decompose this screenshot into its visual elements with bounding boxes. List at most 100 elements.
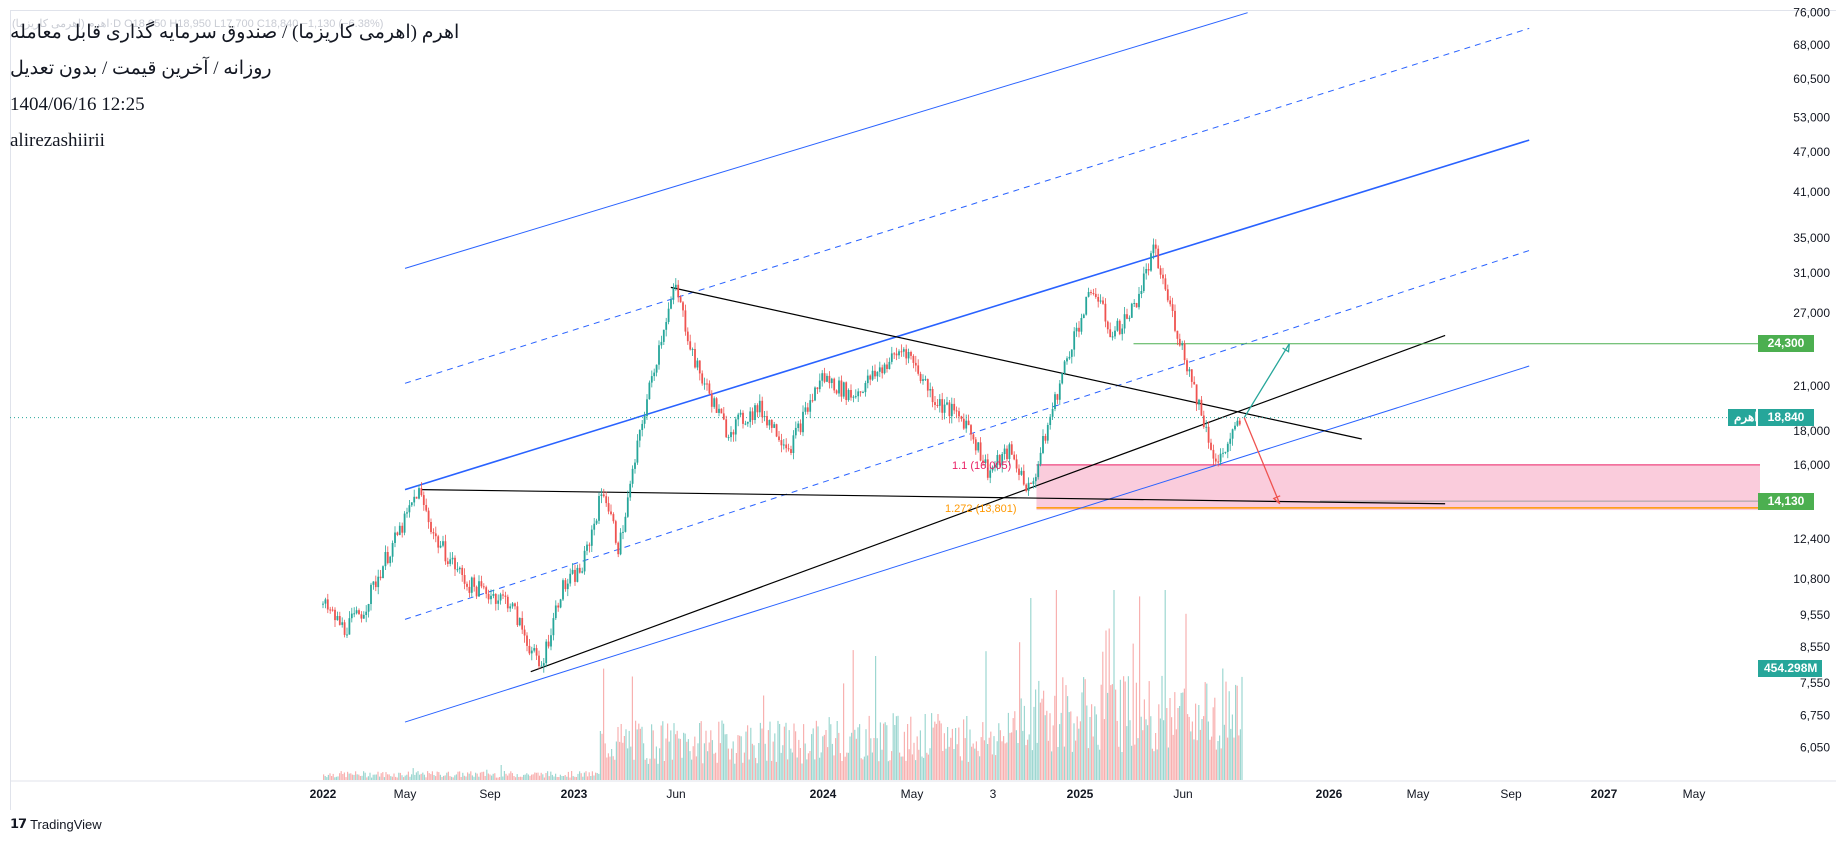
candle-body bbox=[578, 567, 581, 573]
volume-bar bbox=[406, 774, 408, 780]
candle-body bbox=[598, 496, 600, 521]
volume-bar bbox=[508, 773, 510, 780]
y-tick-label: 41,000 bbox=[1793, 185, 1830, 199]
volume-bar bbox=[1175, 729, 1177, 780]
candle-body bbox=[629, 483, 632, 498]
candle-body bbox=[348, 618, 351, 635]
volume-bar bbox=[657, 763, 659, 780]
volume-bar bbox=[780, 752, 782, 780]
candle-body bbox=[852, 396, 855, 398]
volume-bar bbox=[809, 751, 811, 780]
volume-bar bbox=[390, 776, 392, 780]
volume-bar bbox=[595, 772, 597, 780]
volume-bar bbox=[974, 748, 976, 780]
x-tick-label: 2022 bbox=[310, 787, 337, 801]
candle-body bbox=[478, 581, 480, 597]
volume-bar bbox=[1212, 707, 1214, 780]
volume-bar bbox=[1132, 643, 1134, 780]
volume-bar bbox=[331, 776, 333, 780]
volume-bar bbox=[484, 776, 486, 780]
footer-brand[interactable]: 𝟭𝟳 TradingView bbox=[10, 816, 102, 832]
volume-bar bbox=[655, 746, 657, 780]
candle-body bbox=[418, 488, 420, 499]
volume-bar bbox=[1044, 715, 1046, 780]
candle-body bbox=[355, 610, 358, 614]
candle-body bbox=[1116, 320, 1119, 331]
volume-bar bbox=[555, 773, 557, 780]
volume-bar bbox=[814, 759, 816, 780]
drawing-lines[interactable] bbox=[10, 12, 1760, 723]
volume-bar bbox=[971, 746, 973, 780]
candle-body bbox=[439, 545, 442, 548]
candle-body bbox=[989, 470, 992, 478]
volume-bar bbox=[419, 774, 421, 780]
volume-bar bbox=[643, 743, 645, 780]
volume-bar bbox=[870, 738, 872, 780]
candle-body bbox=[929, 389, 932, 391]
candle-body bbox=[1231, 429, 1234, 439]
candle-body bbox=[890, 353, 893, 362]
volume-bar bbox=[860, 758, 862, 780]
volume-bar bbox=[523, 774, 525, 780]
volume-bar bbox=[455, 774, 457, 780]
candle-body bbox=[1032, 481, 1035, 484]
y-tick-label: 6,050 bbox=[1800, 740, 1830, 754]
candle-body bbox=[749, 411, 752, 422]
volume-bar bbox=[628, 730, 630, 780]
x-tick-label: May bbox=[1683, 787, 1706, 801]
volume-bar bbox=[411, 774, 413, 780]
volume-bar bbox=[1011, 732, 1013, 780]
candle-body bbox=[713, 398, 716, 407]
volume-bar bbox=[627, 748, 629, 780]
candle-body bbox=[605, 496, 608, 504]
candle-body bbox=[984, 459, 987, 463]
volume-bar bbox=[865, 729, 867, 780]
volume-bar bbox=[1063, 746, 1065, 780]
volume-bar bbox=[737, 735, 739, 780]
channel-line bbox=[404, 139, 1530, 491]
volume-bar bbox=[499, 777, 501, 780]
x-tick-label: 2025 bbox=[1067, 787, 1094, 801]
y-tick-label: 8,550 bbox=[1800, 640, 1830, 654]
tag-volume: 454.298M bbox=[1758, 659, 1822, 677]
volume-bar bbox=[662, 721, 664, 780]
volume-bar bbox=[895, 716, 897, 780]
volume-bar bbox=[761, 728, 763, 780]
volume-bar bbox=[1015, 730, 1017, 780]
candle-body bbox=[1003, 448, 1006, 454]
y-tick-label: 10,800 bbox=[1793, 572, 1830, 586]
candle-body bbox=[667, 308, 670, 322]
volume-bar bbox=[1108, 628, 1110, 780]
volume-bar bbox=[1235, 684, 1237, 780]
volume-bar bbox=[550, 771, 552, 780]
candle-body bbox=[1171, 304, 1174, 311]
volume-bar bbox=[1070, 711, 1072, 780]
volume-bar bbox=[614, 759, 616, 780]
candle-body bbox=[463, 575, 466, 584]
volume-bar bbox=[1161, 675, 1163, 780]
candle-body bbox=[1186, 360, 1188, 372]
candle-body bbox=[1061, 373, 1064, 384]
volume-bar bbox=[1191, 721, 1193, 780]
y-tick-label: 31,000 bbox=[1793, 266, 1830, 280]
candle-body bbox=[943, 404, 946, 413]
volume-bar bbox=[902, 756, 904, 780]
volume-bar bbox=[639, 728, 641, 780]
candle-body bbox=[962, 418, 965, 429]
volume-bar bbox=[673, 723, 675, 780]
volume-bar bbox=[961, 760, 963, 780]
y-tick-label: 76,000 bbox=[1793, 6, 1830, 20]
volume-bar bbox=[449, 776, 451, 780]
volume-bar bbox=[503, 771, 505, 780]
x-tick-label: Jun bbox=[666, 787, 685, 801]
volume-bar bbox=[703, 743, 705, 780]
candle-body bbox=[1200, 399, 1203, 416]
candle-body bbox=[1068, 356, 1071, 359]
volume-bar bbox=[446, 772, 448, 780]
volume-bar bbox=[742, 762, 744, 780]
volume-bar bbox=[1057, 747, 1059, 780]
volume-bar bbox=[1073, 723, 1075, 780]
volume-bar bbox=[340, 771, 342, 780]
volume-bar bbox=[1222, 668, 1224, 780]
